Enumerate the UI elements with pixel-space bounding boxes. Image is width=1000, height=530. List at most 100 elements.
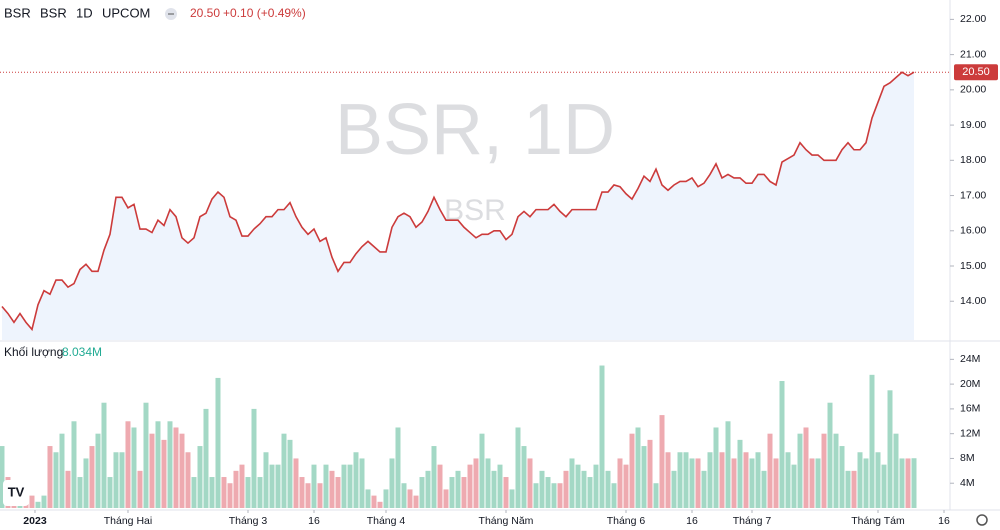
volume-bar (551, 483, 557, 508)
volume-bar (581, 470, 587, 508)
y-tick-label: 8M (960, 452, 975, 464)
volume-bar (179, 433, 185, 508)
y-tick-label: 18.00 (960, 154, 986, 166)
volume-bar (839, 446, 845, 508)
volume-bar (317, 483, 323, 508)
settings-icon[interactable] (976, 514, 988, 526)
volume-bar (407, 489, 413, 508)
volume-bar (29, 495, 35, 508)
volume-bar (887, 390, 893, 508)
y-tick-label: 21.00 (960, 48, 986, 60)
volume-bar (425, 470, 431, 508)
volume-bar (539, 470, 545, 508)
volume-bar (815, 458, 821, 508)
last-price-box (954, 64, 998, 81)
volume-bar (605, 470, 611, 508)
volume-bar (623, 464, 629, 508)
interval: 1D (76, 5, 93, 20)
y-tick-label: 17.00 (960, 189, 986, 201)
volume-bar (173, 427, 179, 508)
volume-bar (221, 477, 227, 508)
volume-bar (143, 402, 149, 508)
volume-bar (497, 464, 503, 508)
volume-bar (593, 464, 599, 508)
volume-bar (533, 483, 539, 508)
volume-bar (575, 464, 581, 508)
volume-bar (119, 452, 125, 508)
volume-bar (695, 458, 701, 508)
volume-bar (509, 489, 515, 508)
volume-bar (587, 477, 593, 508)
volume-bar (329, 470, 335, 508)
x-tick-label: Tháng 7 (733, 515, 772, 527)
price: 20.50 (190, 6, 220, 20)
volume-bar (701, 470, 707, 508)
volume-bar (335, 477, 341, 508)
volume-bar (347, 464, 353, 508)
volume-bar (761, 470, 767, 508)
y-tick-label: 14.00 (960, 295, 986, 307)
volume-bar (353, 452, 359, 508)
volume-bar (443, 489, 449, 508)
volume-bar (287, 439, 293, 508)
change: +0.10 (+0.49%) (223, 6, 306, 20)
volume-bar (827, 402, 833, 508)
volume-bar (383, 489, 389, 508)
volume-bar (485, 458, 491, 508)
x-tick-label: Tháng Hai (104, 515, 152, 527)
volume-bar (137, 470, 143, 508)
volume-bar (737, 439, 743, 508)
volume-bar (491, 470, 497, 508)
volume-bar (227, 483, 233, 508)
x-tick-label: 16 (686, 515, 698, 527)
volume-bar (95, 433, 101, 508)
volume-bar (65, 470, 71, 508)
volume-bar (293, 458, 299, 508)
y-tick-label: 16.00 (960, 225, 986, 237)
name: BSR (40, 5, 67, 20)
volume-bar (455, 470, 461, 508)
volume-bar (911, 458, 917, 508)
last-price-label: 20.50 (962, 66, 990, 78)
y-tick-label: 19.00 (960, 119, 986, 131)
volume-bar (77, 477, 83, 508)
volume-bar (167, 421, 173, 508)
volume-bar (257, 477, 263, 508)
volume-bar (845, 470, 851, 508)
y-tick-label: 4M (960, 477, 975, 489)
logo: TV (8, 484, 25, 499)
volume-bar (527, 458, 533, 508)
volume-bar (617, 458, 623, 508)
y-tick-label: 20.00 (960, 84, 986, 96)
x-tick-label: Tháng 3 (229, 515, 268, 527)
volume-bar (713, 427, 719, 508)
volume-bar (311, 464, 317, 508)
volume-bar (467, 464, 473, 508)
volume-bar (653, 483, 659, 508)
volume-bar (155, 421, 161, 508)
volume-bar (755, 452, 761, 508)
volume-bar (59, 433, 65, 508)
volume-bar (665, 452, 671, 508)
volume-bar (779, 381, 785, 508)
volume-bar (479, 433, 485, 508)
volume-bar (461, 477, 467, 508)
volume-bar (869, 374, 875, 508)
volume-bar (245, 477, 251, 508)
volume-bar (41, 495, 47, 508)
volume-bar (719, 452, 725, 508)
volume-bar (0, 446, 5, 508)
volume-bar (749, 458, 755, 508)
volume-bar (35, 501, 41, 508)
volume-bar (83, 458, 89, 508)
volume-bar (731, 458, 737, 508)
x-tick-label: Tháng Tám (851, 515, 905, 527)
volume-bar (365, 489, 371, 508)
volume-bar (629, 433, 635, 508)
volume-bar (833, 433, 839, 508)
volume-bar (113, 452, 119, 508)
volume-bar (89, 446, 95, 508)
volume-bar (515, 427, 521, 508)
volume-bar (875, 452, 881, 508)
